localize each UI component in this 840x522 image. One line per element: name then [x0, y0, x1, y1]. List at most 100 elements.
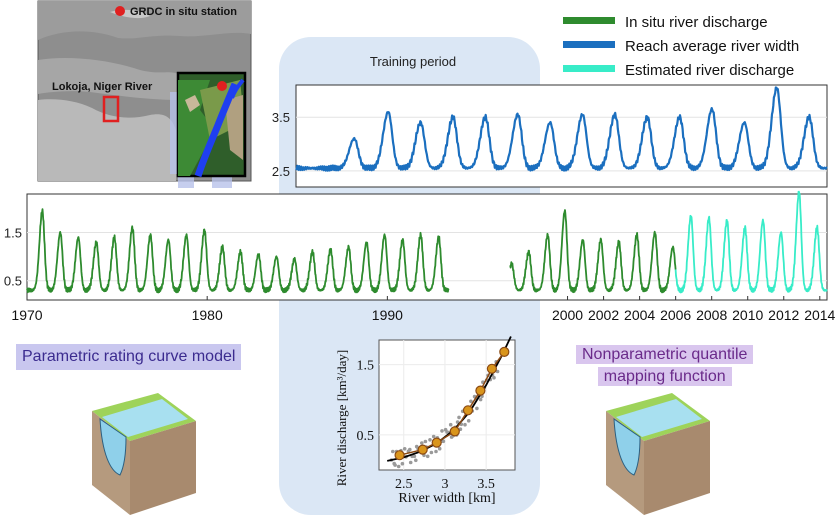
scatter-point: [457, 415, 461, 420]
station-marker-icon: [115, 6, 125, 16]
estimated-series-line: [674, 190, 828, 294]
quantile-point: [449, 426, 460, 437]
scatter-point: [420, 441, 424, 445]
discharge-y-tick-label: 1.5: [4, 226, 22, 241]
zoom-inset: [170, 71, 247, 188]
channel-side-icon: [644, 421, 710, 515]
scatter-point: [469, 399, 473, 404]
discharge-x-tick-label: 2012: [768, 307, 799, 323]
scatter-point: [431, 434, 436, 439]
channel-illustration-right: [606, 393, 710, 515]
quantile-point: [499, 346, 510, 357]
scatter-point: [495, 369, 500, 374]
legend-label-in-situ: In situ river discharge: [625, 14, 768, 31]
legend-label-width: Reach average river width: [625, 38, 799, 55]
scatter-point: [423, 439, 428, 444]
inset-station-marker-icon: [217, 81, 227, 91]
river-channel-icon: [194, 82, 239, 178]
scatter-point: [408, 447, 412, 452]
scatter-point: [400, 461, 405, 466]
scatter-point: [414, 458, 418, 463]
scatter-point: [408, 460, 413, 465]
map-land-north: [38, 1, 251, 40]
quantile-point: [394, 450, 405, 461]
scatter-point: [463, 422, 467, 427]
discharge-x-tick-label: 2008: [696, 307, 727, 323]
discharge-x-tick-label: 1970: [11, 307, 42, 323]
scatter-point: [392, 461, 397, 466]
terrain-area: [225, 95, 243, 160]
discharge-x-tick-label: 2000: [552, 307, 583, 323]
channel-water-icon: [102, 399, 188, 437]
rating-curve-x-tick-label: 3: [441, 477, 448, 492]
legend-swatch-estimated: [563, 65, 615, 72]
quantile-points: [394, 346, 510, 461]
width-y-ticks: 3.5 2.5: [272, 110, 290, 179]
discharge-x-tick-label: 2002: [588, 307, 619, 323]
scatter-point: [475, 406, 479, 411]
map-sahel: [38, 58, 178, 100]
rating-curve-y-tick-label: 1.5: [357, 359, 375, 374]
channel-side-icon: [130, 421, 196, 515]
legend: In situ river discharge Reach average ri…: [563, 14, 799, 79]
discharge-x-tick-label: 2006: [660, 307, 691, 323]
scatter-point: [448, 422, 453, 427]
in-situ-series-line: [26, 208, 677, 294]
quantile-point: [486, 363, 497, 374]
width-y-tick-label: 3.5: [272, 110, 290, 125]
discharge-x-tick-label: 2004: [624, 307, 655, 323]
nonparametric-caption-line2: mapping function: [597, 367, 732, 386]
scatter-point: [478, 397, 483, 402]
channel-cross-section-icon: [99, 418, 127, 476]
rating-curve-y-tick-label: 0.5: [357, 429, 375, 444]
location-box-icon: [102, 95, 120, 123]
quantile-point: [431, 437, 442, 448]
discharge-x-tick-label: 1980: [192, 307, 223, 323]
rating-curve-x-tick-label: 3.5: [477, 477, 495, 492]
quantile-point: [417, 444, 428, 455]
width-series-line: [295, 86, 828, 172]
scatter-point: [466, 419, 471, 423]
map-ocean: [38, 99, 176, 181]
scatter-point: [429, 450, 434, 455]
rating-curve-plot-area: [378, 339, 516, 471]
training-period-label: Training period: [370, 54, 456, 69]
rating-curve-y-label: River discharge [km³/day]: [334, 350, 349, 487]
legend-swatch-in-situ: [563, 17, 615, 24]
channel-illustration-left: [92, 393, 196, 515]
scatter-point: [391, 449, 395, 454]
legend-swatch-width: [563, 41, 615, 48]
width-y-tick-label: 2.5: [272, 164, 290, 179]
scatter-point: [402, 447, 407, 451]
discharge-y-ticks: 1.5 0.5: [4, 226, 22, 289]
channel-cross-section-icon: [613, 418, 641, 476]
channel-water-icon: [616, 399, 702, 437]
rating-curve-x-tick-label: 2.5: [395, 477, 413, 492]
discharge-x-tick-label: 1990: [372, 307, 403, 323]
discharge-grid: [27, 232, 827, 282]
discharge-y-tick-label: 0.5: [4, 274, 22, 289]
quantile-point: [475, 385, 486, 396]
nonparametric-caption-line1: Nonparametric quantile: [576, 345, 754, 364]
parametric-model-caption: Parametric rating curve model: [16, 344, 242, 370]
river-tributary-icon: [230, 78, 245, 99]
rating-curve-ticks: 2.5 3 3.5 1.5 0.5: [357, 359, 495, 492]
scatter-point: [440, 429, 444, 433]
discharge-x-tick-label: 2010: [732, 307, 763, 323]
scatter-point: [437, 446, 442, 451]
scatter-point: [455, 420, 460, 424]
scatter-point: [425, 454, 430, 459]
nonparametric-model-caption: Nonparametric quantile mapping function: [570, 342, 759, 390]
zoom-shadow-left: [170, 92, 178, 174]
location-label: Lokoja, Niger River: [52, 81, 153, 93]
quantile-point: [462, 405, 474, 416]
scatter-point: [396, 464, 401, 469]
terrain-patch: [185, 95, 200, 112]
discharge-x-tick-label: 2014: [804, 307, 835, 323]
scatter-point: [428, 438, 432, 442]
discharge-x-ticks: 1970 1980 1990 2000 2002 2004 2006 2008 2010 2012…: [11, 296, 836, 323]
legend-label-estimated: Estimated river discharge: [625, 62, 794, 79]
rating-curve-x-label: River width [km]: [398, 491, 495, 506]
scatter-point: [492, 375, 496, 380]
